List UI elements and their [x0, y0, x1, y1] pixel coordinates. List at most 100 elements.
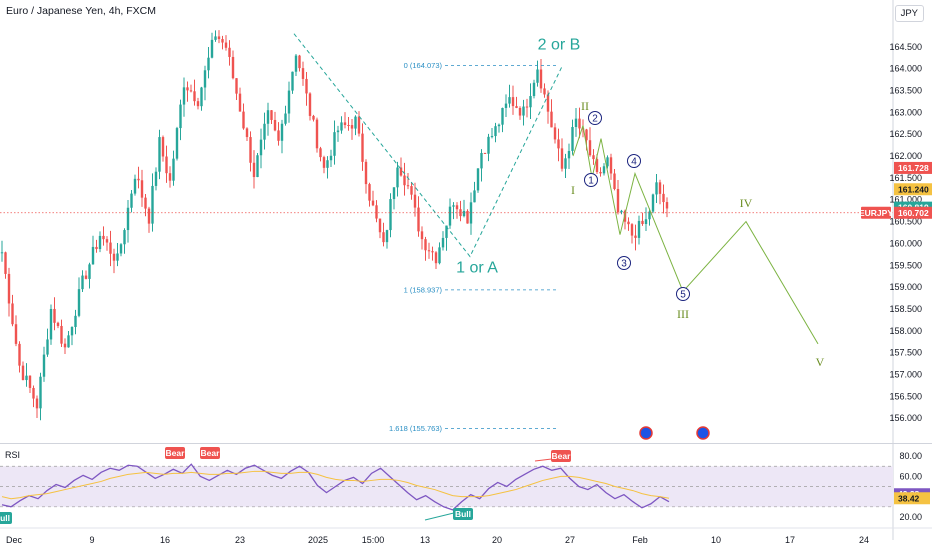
candle	[518, 107, 522, 116]
candle	[364, 161, 368, 185]
rsi-tick-label: 20.00	[899, 512, 922, 522]
price-tick-label: 160.000	[889, 238, 922, 248]
rsi-ma-tag	[894, 492, 930, 505]
candle	[46, 339, 49, 355]
price-tag-box	[894, 183, 932, 196]
candle	[613, 173, 616, 190]
chart-title: Euro / Japanese Yen, 4h, FXCM	[6, 5, 157, 17]
candle	[81, 275, 84, 290]
candle	[550, 111, 553, 128]
candle	[592, 155, 595, 160]
candle	[438, 247, 441, 264]
candle	[581, 128, 585, 130]
candle	[119, 244, 123, 254]
price-tick-label: 158.500	[889, 304, 922, 314]
wave-label-III: III	[677, 307, 689, 321]
candle	[630, 224, 634, 236]
candle	[77, 289, 81, 316]
candle	[529, 96, 532, 108]
candle	[511, 97, 515, 107]
candle	[56, 322, 60, 326]
price-tag-label: 161.728	[898, 163, 929, 173]
rsi-tick-label: 80.00	[899, 451, 922, 461]
price-tag-box	[894, 161, 932, 174]
candle	[609, 157, 613, 174]
candle	[266, 110, 270, 124]
candle	[392, 187, 396, 200]
bear-signal-badge	[200, 447, 220, 459]
candle	[210, 39, 214, 58]
candle	[165, 156, 168, 174]
bull-signal-badge	[0, 512, 12, 524]
candle	[508, 97, 511, 104]
currency-selector[interactable]: JPY	[894, 5, 924, 22]
candle	[182, 87, 186, 105]
candle	[368, 184, 371, 201]
time-tick-label: 23	[235, 535, 245, 545]
candle	[602, 166, 606, 174]
candle	[280, 123, 284, 141]
candle	[70, 327, 74, 336]
candle	[406, 185, 410, 187]
candle	[25, 375, 28, 381]
bear-signal-badge	[165, 447, 185, 459]
candle	[473, 190, 476, 203]
fib-level-label: 1.618 (155.763)	[389, 424, 442, 433]
candle	[410, 186, 413, 195]
candle	[308, 93, 312, 116]
candle	[224, 42, 228, 48]
candle	[140, 180, 144, 198]
candle	[417, 207, 420, 232]
candle	[231, 56, 235, 79]
candle	[546, 94, 550, 112]
candle	[287, 90, 291, 114]
candle	[459, 209, 462, 217]
fib-level-label: 0 (164.073)	[404, 61, 443, 70]
candle	[168, 173, 172, 181]
time-tick-label: Feb	[632, 535, 648, 545]
candle	[105, 239, 109, 243]
candle	[431, 251, 434, 253]
candle	[322, 157, 326, 168]
candle	[7, 273, 11, 304]
candle	[522, 106, 525, 116]
bear-signal-label: Bear	[201, 448, 221, 458]
candle	[11, 303, 14, 325]
candle	[539, 69, 543, 89]
candle	[469, 202, 473, 224]
candle	[371, 200, 375, 206]
candle	[221, 39, 224, 43]
rsi-ma-line	[1, 470, 670, 500]
candle	[525, 106, 529, 108]
candle	[651, 194, 655, 212]
candle	[655, 182, 658, 195]
candle	[560, 148, 564, 169]
candle	[126, 207, 130, 231]
rsi-tick-label: 60.00	[899, 471, 922, 481]
price-tick-label: 162.000	[889, 151, 922, 161]
wave-circle-label: 1	[588, 176, 594, 187]
candle	[203, 70, 207, 88]
candle	[84, 275, 88, 279]
rsi-line	[1, 463, 670, 511]
candle	[133, 178, 137, 194]
candle	[256, 155, 259, 178]
candle	[161, 137, 165, 157]
candle	[284, 113, 287, 124]
time-tick-label: Dec	[6, 535, 23, 545]
candle	[441, 237, 445, 248]
candle	[147, 208, 151, 224]
candle	[21, 365, 25, 381]
wave-label-I: I	[571, 183, 575, 197]
candle	[648, 211, 651, 220]
candle	[564, 158, 567, 169]
candle	[357, 116, 361, 134]
candle	[585, 129, 588, 141]
candle	[151, 185, 154, 224]
price-tick-label: 159.000	[889, 282, 922, 292]
candles-group	[0, 30, 669, 421]
candle	[490, 136, 494, 138]
candle	[109, 242, 112, 254]
price-tick-label: 157.000	[889, 369, 922, 379]
